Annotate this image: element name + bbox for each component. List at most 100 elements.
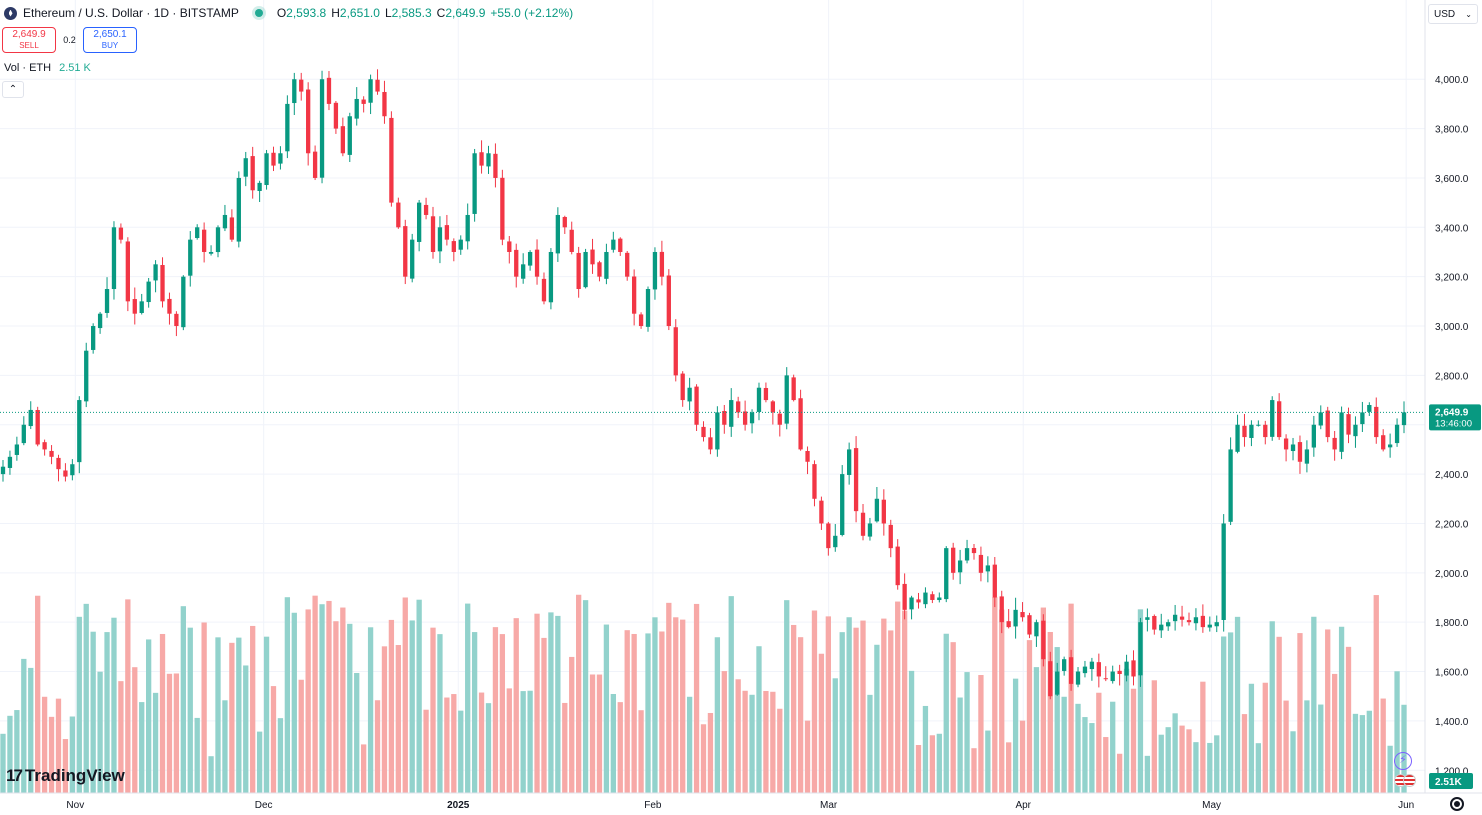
volume-bar	[895, 601, 901, 793]
volume-bar	[763, 690, 769, 793]
symbol-title[interactable]: Ethereum / U.S. Dollar · 1D · BITSTAMP	[23, 6, 239, 20]
candle	[971, 543, 977, 560]
volume-bar	[1033, 667, 1040, 793]
us-flag-icon-2[interactable]	[1403, 774, 1416, 787]
volume-bar	[208, 756, 214, 793]
candle	[1027, 612, 1032, 639]
candle	[867, 517, 873, 541]
candle	[527, 250, 533, 271]
settings-gear-icon[interactable]	[1450, 797, 1464, 811]
volume-bar	[471, 632, 478, 793]
x-tick-label: 2025	[447, 800, 470, 811]
volume-bar	[534, 613, 540, 793]
volume-bar	[416, 599, 422, 793]
sell-button[interactable]: 2,649.9 SELL	[2, 27, 56, 53]
tradingview-logo[interactable]: 17 TradingView	[6, 766, 125, 786]
candle-body	[791, 377, 796, 401]
candle-body	[611, 239, 616, 250]
candle	[701, 421, 706, 442]
candle-body	[1075, 671, 1081, 685]
candle	[534, 239, 540, 285]
y-tick-label: 1,800.0	[1435, 618, 1469, 629]
candle	[1159, 613, 1164, 638]
candle-body	[97, 313, 103, 329]
volume-bar	[950, 642, 956, 793]
volume-bar	[791, 624, 797, 793]
y-axis[interactable]: 1,200.0 1,400.0 1,600.0 1,800.0 2,000.0 2,200…	[1424, 0, 1481, 793]
candle	[444, 214, 450, 246]
candle-body	[715, 412, 720, 450]
candle-body	[465, 214, 470, 242]
candle-body	[805, 450, 810, 462]
volume-bar	[749, 694, 755, 793]
volume-bar	[1325, 629, 1331, 793]
candle	[42, 439, 47, 456]
x-tick-label: Nov	[66, 800, 84, 811]
volume-bar	[492, 627, 499, 793]
volume-bar	[1345, 646, 1352, 793]
candle	[742, 400, 748, 431]
buy-label: BUY	[101, 41, 119, 50]
volume-legend[interactable]: Vol · ETH 2.51 K	[4, 62, 91, 74]
candle-body	[618, 238, 623, 252]
candle	[63, 463, 68, 482]
currency-select[interactable]: USD ⌄	[1428, 4, 1478, 24]
volume-bar	[1096, 692, 1102, 793]
candle	[139, 293, 144, 315]
candle-body	[860, 512, 866, 536]
candle-body	[680, 373, 685, 401]
candle-body	[340, 126, 345, 154]
candle-body	[410, 239, 415, 279]
spread-value: 0.2	[63, 35, 76, 45]
candle	[278, 146, 283, 170]
candle-body	[756, 387, 762, 412]
low-value: 2,585.3	[391, 6, 432, 20]
volume-bar	[243, 665, 249, 793]
candle-body	[257, 182, 262, 191]
candle	[784, 367, 789, 430]
candle	[292, 72, 297, 116]
candle-body	[1166, 622, 1171, 627]
candle	[1055, 662, 1060, 696]
candle	[749, 409, 755, 434]
candle	[458, 235, 463, 255]
candle	[368, 74, 373, 115]
candle	[562, 215, 567, 234]
candle	[840, 465, 845, 537]
candle	[964, 539, 970, 564]
lightning-icon[interactable]: ⚡	[1394, 752, 1412, 770]
volume-bar	[867, 694, 873, 793]
candle	[687, 377, 692, 411]
volume-bar	[1006, 742, 1012, 793]
candle	[985, 556, 991, 583]
volume-bar	[603, 624, 610, 793]
volume-bar	[784, 600, 790, 793]
candle-body	[923, 592, 928, 605]
volume-bar	[1200, 681, 1206, 793]
candle	[1172, 604, 1178, 631]
volume-bar	[1304, 700, 1310, 793]
candle-body	[458, 239, 463, 250]
candle-body	[1062, 659, 1067, 671]
volume-bar	[1193, 742, 1199, 793]
candle-body	[777, 413, 782, 425]
volume-bar	[374, 700, 381, 793]
candle-body	[28, 409, 33, 427]
volume-bar	[1373, 595, 1379, 793]
candle	[167, 292, 172, 325]
market-status-icon	[254, 9, 263, 17]
volume-bar	[839, 632, 845, 793]
buy-button[interactable]: 2,650.1 BUY	[83, 27, 137, 53]
collapse-legend-button[interactable]: ⌃	[2, 81, 24, 98]
volume-bar	[1047, 631, 1053, 793]
volume-bar	[1262, 682, 1268, 793]
volume-bar	[645, 633, 651, 793]
candle	[479, 140, 484, 174]
candle-body	[951, 547, 956, 573]
candle-body	[1263, 424, 1268, 438]
candle	[416, 199, 422, 252]
volume-bar	[1158, 734, 1164, 793]
x-tick-label: Dec	[255, 800, 273, 811]
x-axis[interactable]: Nov Dec 2025 Feb Mar Apr May Jun	[0, 792, 1482, 811]
